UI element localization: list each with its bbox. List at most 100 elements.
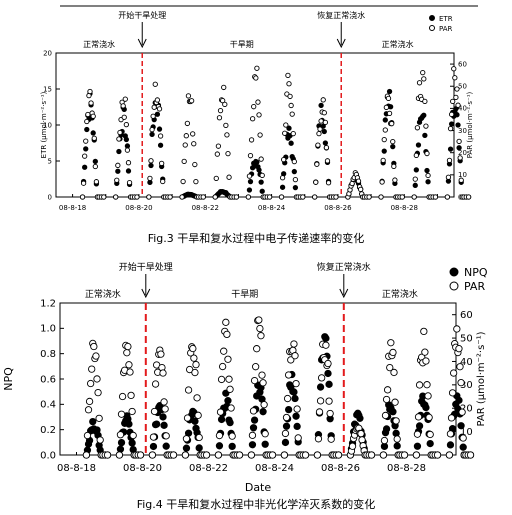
par-point	[412, 176, 418, 182]
par-point	[391, 163, 397, 170]
par-point	[202, 451, 211, 459]
etr-point	[92, 158, 98, 165]
etr-point	[156, 126, 163, 132]
par-point	[223, 330, 231, 339]
par-point	[185, 365, 194, 374]
par-point	[282, 413, 291, 422]
npq-chart: 0.00.20.40.60.81.01.2010203040506008-8-1…	[2, 261, 488, 511]
y-right-tick-label: 60	[458, 60, 467, 68]
npq-point	[325, 380, 333, 388]
par-point	[391, 398, 399, 406]
par-point	[383, 386, 392, 394]
par-point	[446, 430, 455, 438]
par-point	[321, 110, 327, 116]
annotation-start: 开始干旱处理	[118, 10, 166, 20]
par-point	[457, 155, 463, 161]
par-point	[152, 81, 158, 87]
etr-point	[84, 126, 90, 133]
y-left-tick-label: 0.6	[40, 374, 56, 385]
par-point	[151, 380, 160, 388]
y-left-tick-label: 5	[48, 157, 52, 165]
y-left-tick-label: 0	[48, 193, 52, 201]
etr-point	[288, 140, 294, 146]
par-point	[167, 194, 173, 200]
etr-point	[125, 168, 132, 174]
par-point	[458, 177, 464, 183]
par-point	[423, 381, 431, 389]
par-point	[156, 106, 163, 112]
etr-point	[157, 142, 164, 148]
par-point	[82, 451, 91, 459]
par-point	[459, 434, 467, 442]
npq-point	[382, 425, 391, 433]
npq-point	[324, 369, 332, 378]
par-point	[222, 101, 228, 108]
par-point	[86, 379, 95, 388]
par-point	[293, 405, 301, 413]
npq-point	[292, 412, 300, 420]
par-point	[103, 451, 112, 459]
annotation-arrowhead-start	[137, 38, 147, 49]
npq-point	[191, 417, 199, 425]
par-point	[180, 178, 186, 185]
par-point	[312, 194, 318, 200]
npq-point	[117, 438, 126, 447]
par-point	[224, 355, 232, 363]
par-point	[82, 153, 88, 159]
par-point	[288, 102, 294, 109]
figure-caption: Fig.4 干旱和复水过程中非光化学淬灭系数的变化	[137, 497, 376, 511]
par-point	[212, 194, 218, 200]
par-point	[233, 194, 240, 200]
par-point	[261, 430, 269, 438]
par-point	[399, 194, 405, 200]
par-point	[380, 157, 386, 164]
par-point	[220, 347, 228, 355]
par-point	[114, 177, 120, 183]
phase-label: 干旱期	[230, 40, 254, 49]
par-point	[193, 178, 199, 185]
npq-point	[282, 422, 291, 430]
par-point	[154, 97, 161, 103]
npq-point	[162, 442, 170, 450]
par-point	[279, 175, 286, 181]
par-point	[193, 394, 201, 402]
etr-point	[246, 187, 253, 193]
par-point	[323, 144, 330, 151]
par-point	[183, 133, 189, 139]
y-right-tick-label: 10	[458, 171, 467, 179]
y-right-tick-label: 50	[458, 83, 467, 91]
par-point	[291, 158, 297, 165]
npq-point	[159, 413, 167, 421]
par-point	[150, 113, 156, 119]
par-point	[421, 348, 429, 356]
par-point	[367, 451, 376, 459]
par-point	[85, 397, 94, 406]
npq-point	[281, 438, 290, 447]
par-point	[444, 194, 451, 200]
y-left-tick-label: 15	[43, 85, 52, 93]
par-point	[253, 345, 261, 353]
par-point	[85, 111, 91, 118]
y-right-tick-label: 60	[460, 310, 473, 321]
etr-point	[415, 142, 422, 148]
par-point	[191, 368, 199, 377]
par-point	[458, 408, 466, 416]
par-point	[315, 408, 324, 416]
par-point	[413, 430, 422, 438]
par-point	[448, 111, 455, 118]
x-tick-label: 08-8-18	[57, 463, 96, 474]
npq-point	[316, 383, 325, 391]
par-point	[290, 340, 298, 348]
etr-point	[412, 182, 418, 188]
par-point	[124, 342, 132, 351]
etr-point	[82, 164, 88, 170]
par-point	[216, 408, 225, 416]
par-point	[389, 348, 397, 357]
y-right-tick-label: 20	[460, 404, 473, 415]
npq-point	[89, 417, 97, 426]
par-point	[390, 368, 398, 377]
y-left-axis-label: NPQ	[2, 367, 15, 391]
npq-point	[224, 397, 232, 405]
x-tick-label: 08-8-24	[258, 204, 286, 212]
par-point	[80, 180, 87, 186]
